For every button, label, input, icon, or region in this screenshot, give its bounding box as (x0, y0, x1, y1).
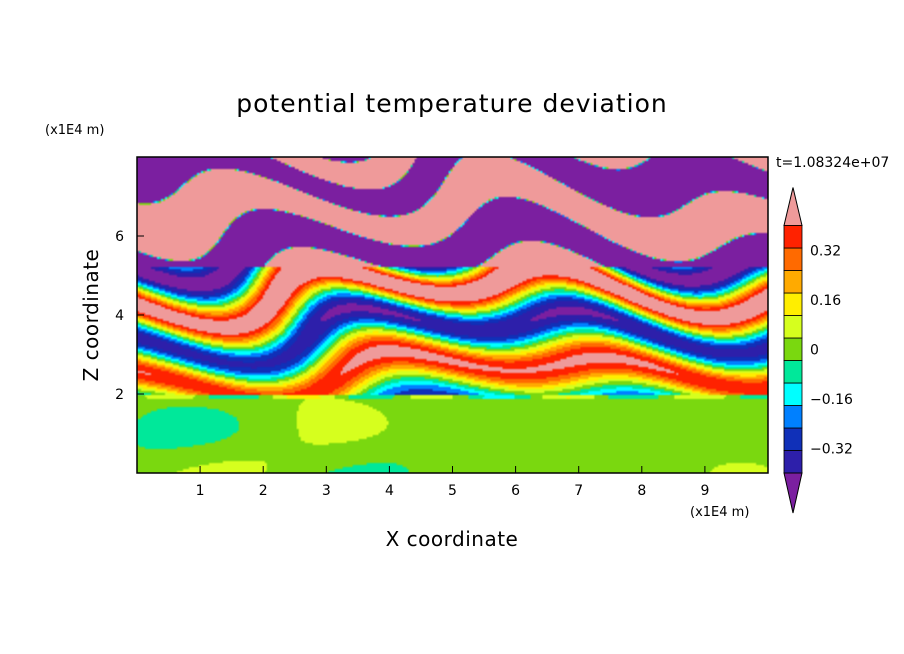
y-axis-unit: (x1E4 m) (45, 123, 104, 138)
colorbar-segment (783, 315, 803, 339)
colorbar-segment (783, 450, 803, 474)
x-axis-label: X coordinate (386, 527, 519, 551)
colorbar-tick-label: 0 (810, 342, 819, 358)
contour-field (137, 157, 768, 473)
colorbar-segment (783, 427, 803, 451)
y-ticks: 2 4 6 (115, 229, 144, 403)
y-tick-label: 6 (115, 229, 124, 245)
time-stamp: t=1.08324e+07 (776, 155, 889, 171)
x-tick-label: 8 (637, 483, 646, 499)
colorbar-segment (783, 247, 803, 271)
colorbar-segment (783, 360, 803, 384)
colorbar-tick-label: 0.16 (810, 293, 841, 309)
colorbar-segment (783, 225, 803, 249)
colorbar-segment (783, 337, 803, 361)
y-tick-label: 2 (115, 387, 124, 403)
colorbar: 0.32 0.16 0 −0.16 −0.32 (783, 187, 853, 514)
colorbar-tick-label: −0.32 (810, 441, 853, 457)
x-tick-label: 7 (574, 483, 583, 499)
colorbar-segment (783, 382, 803, 406)
x-tick-label: 4 (385, 483, 394, 499)
chart-title: potential temperature deviation (236, 89, 667, 118)
x-axis-unit: (x1E4 m) (690, 505, 749, 520)
colorbar-segment (783, 292, 803, 316)
colorbar-tick-label: −0.16 (810, 392, 853, 408)
x-ticks: 1 2 3 4 5 6 7 8 9 (196, 466, 709, 499)
colorbar-tick-label: 0.32 (810, 243, 841, 259)
y-axis-label: Z coordinate (79, 249, 103, 382)
x-tick-label: 1 (196, 483, 205, 499)
colorbar-segment (783, 270, 803, 294)
x-tick-label: 2 (259, 483, 268, 499)
x-tick-label: 5 (448, 483, 457, 499)
colorbar-extend-bottom (783, 472, 803, 514)
x-tick-label: 3 (322, 483, 331, 499)
x-tick-label: 6 (511, 483, 520, 499)
x-tick-label: 9 (700, 483, 709, 499)
contour-raster (137, 157, 768, 473)
colorbar-segment (783, 405, 803, 429)
y-tick-label: 4 (115, 308, 124, 324)
colorbar-extend-top (783, 187, 803, 226)
